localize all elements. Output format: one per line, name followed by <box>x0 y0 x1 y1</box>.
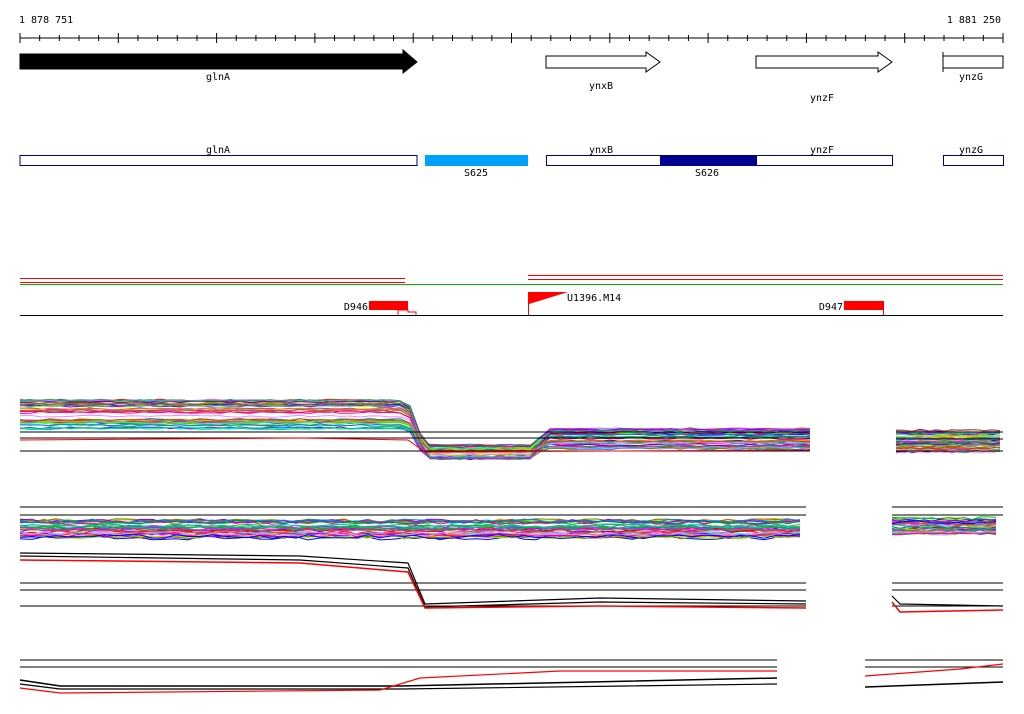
profile-line <box>19 528 801 534</box>
profile-line <box>20 519 801 525</box>
profile-line <box>895 434 1001 438</box>
marker-U1396-flag[interactable] <box>529 292 568 304</box>
profile-line <box>19 523 801 529</box>
profile-line <box>895 445 1001 449</box>
profile-line <box>895 441 1001 444</box>
profile-line <box>19 525 801 531</box>
segment-label-ynzF: ynzF <box>810 145 834 156</box>
profile-line <box>19 414 811 454</box>
profile-line <box>891 522 997 527</box>
segment-label-ynxB: ynxB <box>589 145 613 156</box>
marker-label-U1396: U1396.M14 <box>567 293 621 304</box>
ruler: 1 878 751 1 881 250 <box>19 15 1004 43</box>
profile-line <box>19 677 778 687</box>
profile-line <box>895 448 1001 452</box>
segment-label-S626: S626 <box>695 168 719 179</box>
profile-line <box>19 518 801 524</box>
profile-line <box>19 419 811 456</box>
segment-S626[interactable] <box>660 155 757 166</box>
marker-D946-stem <box>397 309 417 315</box>
marker-label-D946: D946 <box>344 302 368 313</box>
gene-label-ynzF: ynzF <box>810 93 834 104</box>
marker-D947[interactable] <box>844 301 884 310</box>
marker-track: D946 U1396.M14 D947 <box>20 275 1003 316</box>
segment-track: glnA S625 ynxB S626 ynzF ynzG <box>19 145 1004 179</box>
profile-line <box>19 531 801 537</box>
ruler-start-label: 1 878 751 <box>19 15 73 26</box>
segment-label-ynzG: ynzG <box>959 145 983 156</box>
profile-line <box>891 522 997 526</box>
profile-line <box>19 559 807 609</box>
profile-line <box>19 534 801 540</box>
gene-arrow-ynzF[interactable] <box>755 51 893 73</box>
profile-line <box>19 404 811 460</box>
segment-glnA[interactable] <box>19 155 418 166</box>
profile-line <box>19 555 807 608</box>
gene-arrow-glnA[interactable] <box>19 48 418 75</box>
profile-line <box>895 446 1001 450</box>
marker-D946[interactable] <box>369 301 408 310</box>
gene-arrow-ynzG[interactable] <box>942 55 1004 69</box>
profile-line <box>20 418 811 453</box>
gene-label-ynxB: ynxB <box>589 81 613 92</box>
profile-line <box>864 663 1004 677</box>
expression-panel-1 <box>19 398 1003 461</box>
profile-line <box>895 429 1001 433</box>
profile-line <box>891 595 1004 607</box>
ruler-end-label: 1 881 250 <box>947 15 1001 26</box>
gene-label-ynzG: ynzG <box>959 72 983 83</box>
profile-line <box>891 529 997 534</box>
profile-line <box>891 520 997 525</box>
ruler-ticks <box>19 33 1004 43</box>
profile-line <box>895 431 1000 435</box>
profile-line <box>19 670 777 694</box>
profile-line <box>891 516 997 521</box>
profile-line <box>895 432 1001 435</box>
profile-line <box>19 519 801 525</box>
profile-line <box>19 683 778 690</box>
profile-line <box>19 552 807 605</box>
profile-line <box>891 527 997 532</box>
profile-line <box>895 443 1001 447</box>
expression-panel-2 <box>19 506 1003 541</box>
profile-line <box>864 681 1004 688</box>
segment-S625[interactable] <box>425 155 528 166</box>
profile-line <box>891 525 997 530</box>
segment-label-glnA: glnA <box>206 145 230 156</box>
gene-arrow-ynxB[interactable] <box>545 51 661 73</box>
profile-line <box>891 601 1004 613</box>
segment-ynzG[interactable] <box>943 155 1004 166</box>
profile-line <box>895 442 1001 446</box>
segment-label-S625: S625 <box>464 168 488 179</box>
marker-label-D947: D947 <box>819 302 843 313</box>
expression-panel-4 <box>19 659 1004 694</box>
profile-line <box>19 437 811 453</box>
gene-track: glnA ynxB ynzF ynzG <box>19 48 1004 104</box>
profile-line <box>19 526 801 532</box>
expression-panel-3 <box>19 552 1004 613</box>
gene-label-glnA: glnA <box>206 72 230 83</box>
profile-line <box>895 450 1001 454</box>
